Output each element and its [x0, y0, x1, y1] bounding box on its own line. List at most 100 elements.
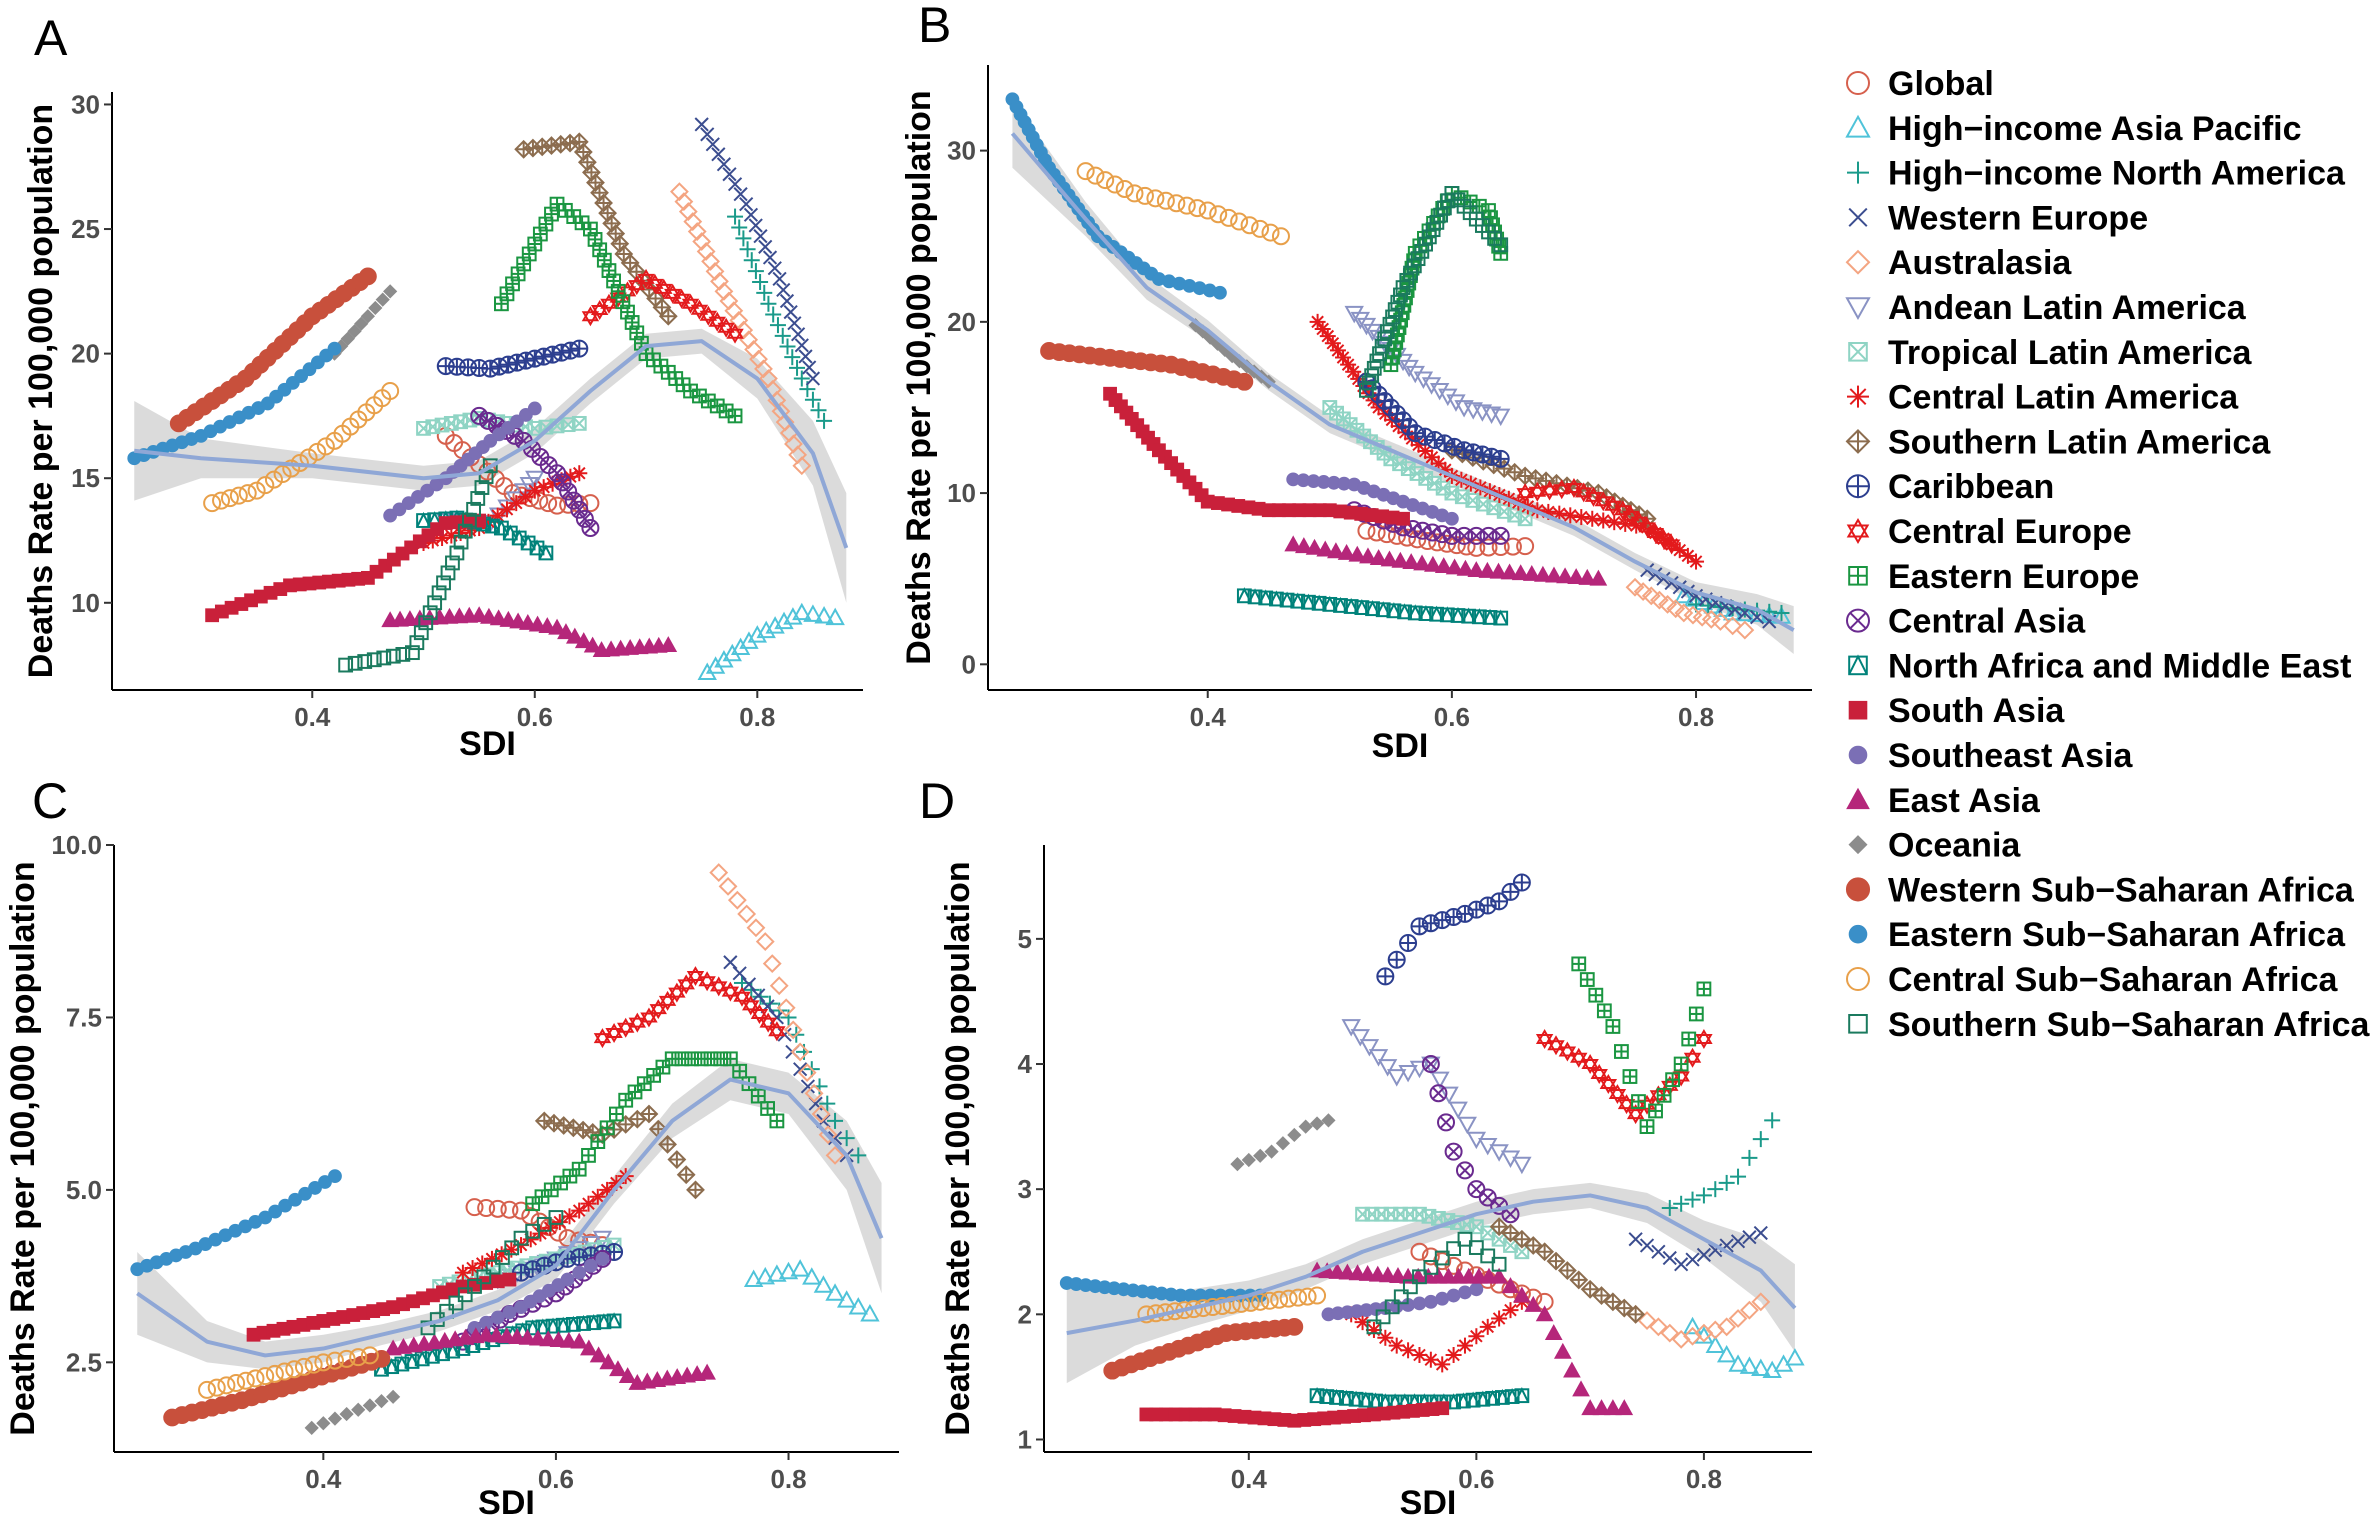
- data-point: [792, 456, 812, 476]
- data-point: [1599, 1074, 1618, 1095]
- data-point: [375, 292, 390, 307]
- data-point: [1633, 582, 1653, 601]
- data-point: [1327, 542, 1345, 559]
- data-point: [814, 606, 834, 624]
- panel-d: D 1 2 3 4 5 0.4 0.6 0.8 SDI Deaths Rate per 100,00…: [919, 773, 1812, 1522]
- data-point: [1271, 227, 1290, 246]
- data-point: [1425, 431, 1444, 449]
- data-point: [1423, 1294, 1438, 1309]
- series-western-sub-saharan-africa: [1040, 342, 1254, 391]
- data-point: [571, 1202, 588, 1219]
- data-point: [813, 1275, 834, 1293]
- legend-item-north-africa-and-middle-east: North Africa and Middle East: [1848, 647, 2351, 685]
- data-point: [275, 1362, 294, 1381]
- data-point: [1673, 1195, 1690, 1212]
- data-point: [470, 491, 486, 506]
- x-tick-label: 0.8: [739, 702, 775, 732]
- data-point: [755, 932, 775, 951]
- data-point: [571, 1161, 587, 1177]
- data-point: [783, 607, 803, 625]
- series-southeast-asia: [1286, 472, 1459, 526]
- data-point: [418, 615, 434, 631]
- data-point: [779, 338, 796, 355]
- data-point: [559, 495, 578, 514]
- data-point: [659, 636, 678, 653]
- series-southeast-asia: [1321, 1282, 1484, 1322]
- data-point: [737, 904, 757, 924]
- data-point: [683, 212, 703, 231]
- data-point: [1156, 191, 1175, 210]
- legend-item-tropical-latin-america: Tropical Latin America: [1848, 334, 2252, 372]
- data-point: [1517, 511, 1533, 527]
- data-point: [1418, 532, 1437, 551]
- data-point: [1685, 1252, 1700, 1267]
- data-point: [1551, 505, 1568, 522]
- data-point: [1514, 1387, 1530, 1404]
- data-point: [762, 250, 778, 265]
- data-point: [677, 974, 695, 995]
- data-point: [668, 982, 686, 1003]
- data-point: [683, 383, 698, 399]
- data-point: [1337, 543, 1356, 560]
- data-point: [548, 618, 566, 635]
- data-point: [340, 331, 355, 346]
- data-point: [1656, 1087, 1672, 1103]
- data-point: [1305, 538, 1324, 555]
- data-point: [1512, 873, 1531, 892]
- data-point: [360, 309, 376, 324]
- data-point: [670, 182, 689, 202]
- data-point: [618, 1367, 637, 1384]
- data-point: [1366, 1319, 1382, 1335]
- y-axis-label: Deaths Rate per 100,000 population: [22, 104, 60, 678]
- data-point: [316, 1416, 331, 1431]
- legend-label: Andean Latin America: [1888, 289, 2247, 327]
- panel-b: B 0 10 20 30 0.4 0.6 0.8 SDI Deaths Rate per 100,…: [900, 0, 1812, 765]
- data-point: [698, 971, 716, 992]
- data-point: [1673, 1056, 1689, 1072]
- data-point: [1392, 456, 1407, 472]
- data-point: [1605, 1019, 1621, 1034]
- data-point: [523, 138, 543, 158]
- y-tick-label: 5.0: [66, 1175, 102, 1205]
- data-point: [1295, 537, 1313, 554]
- data-point: [538, 544, 554, 561]
- data-point: [314, 1353, 333, 1372]
- data-point: [431, 585, 447, 601]
- data-point: [1213, 1296, 1232, 1315]
- data-point: [581, 1147, 596, 1163]
- y-axis-label: Deaths Rate per 100,000 population: [939, 861, 977, 1435]
- data-point: [1615, 1399, 1634, 1416]
- data-point: [1434, 1250, 1450, 1266]
- data-point: [1631, 1094, 1646, 1109]
- legend-key: [1848, 1014, 1868, 1034]
- data-point: [705, 261, 725, 281]
- data-point: [1489, 1217, 1509, 1237]
- data-point: [1628, 1232, 1643, 1247]
- data-point: [1412, 1269, 1427, 1285]
- data-point: [1739, 1356, 1760, 1374]
- data-point: [518, 1328, 537, 1345]
- y-tick-label: 30: [71, 89, 100, 119]
- data-point: [722, 167, 737, 182]
- data-point: [676, 1165, 696, 1185]
- data-point: [805, 371, 821, 386]
- data-point: [590, 1134, 606, 1150]
- data-point: [480, 607, 498, 624]
- data-point: [1298, 1287, 1317, 1306]
- data-point: [339, 1406, 354, 1422]
- data-point: [571, 465, 588, 482]
- data-point: [792, 602, 812, 621]
- data-point: [1711, 612, 1730, 631]
- data-point: [445, 555, 460, 571]
- data-point: [753, 229, 768, 244]
- data-point: [212, 491, 231, 510]
- data-point: [686, 1180, 705, 1200]
- data-point: [733, 187, 748, 202]
- markers: [127, 117, 845, 680]
- legend-label: East Asia: [1888, 782, 2041, 820]
- data-point: [532, 137, 552, 157]
- data-point: [1562, 507, 1579, 524]
- data-point: [743, 981, 760, 998]
- data-point: [548, 1210, 564, 1225]
- data-point: [1458, 1285, 1472, 1300]
